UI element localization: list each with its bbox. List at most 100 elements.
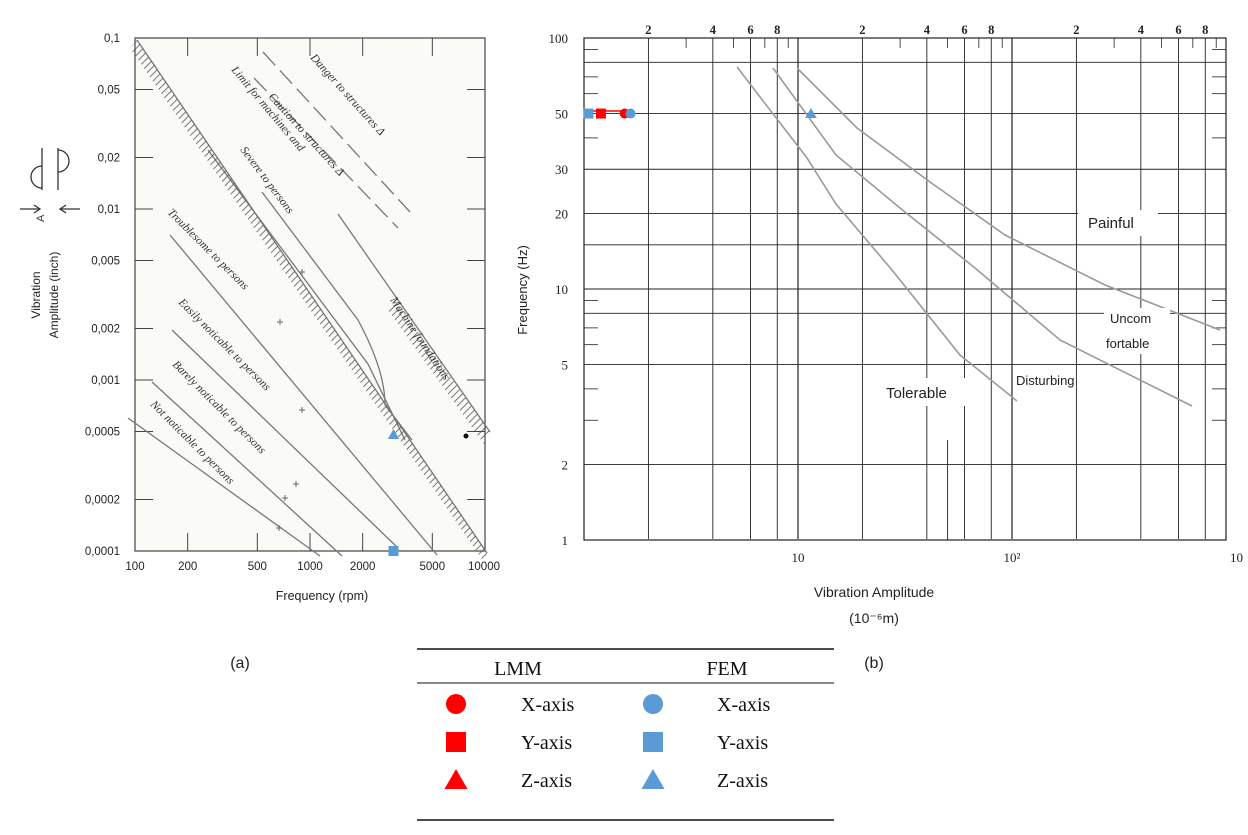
chart-a-x-tick-label: 1000 <box>297 561 323 573</box>
chart-b-top-tick-label: 8 <box>774 23 780 37</box>
severe-boundary-line-2 <box>261 191 413 441</box>
chart-b-top-tick-label: 8 <box>988 23 994 37</box>
chart-b-x-label-2: (10⁻⁶m) <box>849 610 899 626</box>
zone-label-tolerable: Tolerable <box>886 385 947 402</box>
machine-foundation-dot <box>463 433 469 439</box>
legend-header-fem: FEM <box>706 658 747 680</box>
chart-a-x-ticks: 100 200 500 1000 2000 5000 10000 <box>125 38 500 573</box>
chart-b-y-tick-label: 10 <box>555 282 568 297</box>
chart-a-y-ticks: 0,1 0,05 0,02 0,01 0,005 0,002 0,001 0,0005 0,00… <box>85 33 485 558</box>
chart-b-x-label-1: Vibration Amplitude <box>814 584 935 600</box>
chart-b-point-fem-y-axis <box>583 108 594 119</box>
label-mask-uncomfortable <box>1104 308 1170 354</box>
chart-a-point-fem-z-axis <box>387 429 400 440</box>
chart-a-y-tick-label: 0,0001 <box>85 546 120 558</box>
curve-uncomfortable <box>796 67 1221 331</box>
chart-a-data-points <box>387 429 400 556</box>
chart-b-top-tick-label: 2 <box>645 23 651 37</box>
legend-fem-square-marker <box>643 732 663 752</box>
chart-a-y-label-1: Vibration <box>29 271 43 318</box>
chart-b-top-tick-label: 4 <box>924 23 931 37</box>
machine-foundation-hatch <box>388 300 490 444</box>
chart-b-top-tick-label: 6 <box>961 23 967 37</box>
chart-b-y-tick-label: 5 <box>562 358 569 373</box>
legend-fem-label: Z-axis <box>717 770 768 792</box>
zone-label-uncom: Uncom <box>1110 311 1151 326</box>
troublesome-boundary-line <box>169 234 438 556</box>
chart-b-top-tick-label: 4 <box>1138 23 1145 37</box>
chart-a-y-label-2: Amplitude (inch) <box>47 252 61 339</box>
label-mask-tolerable <box>880 378 972 406</box>
chart-b-y-tick-label: 20 <box>555 206 568 221</box>
legend-rows: X-axis X-axis Y-axis Y-axis Z-axis Z-axis <box>444 694 771 792</box>
chart-a-y-tick-label: 0,005 <box>91 255 120 267</box>
chart-b-point-fem-x-axis <box>625 108 636 119</box>
chart-b-x-ticks: 10 10² 10 2 4 6 8 2 4 6 8 2 4 6 8 <box>645 23 1243 565</box>
limit-machines-hatch <box>130 40 487 562</box>
caution-boundary-line <box>253 77 399 229</box>
legend-lmm-square-marker <box>446 732 466 752</box>
chart-b-point-lmm-y-axis <box>595 108 606 119</box>
curve-tolerable <box>736 66 1018 402</box>
chart-b-grid <box>584 38 1226 540</box>
chart-a-y-tick-label: 0,02 <box>98 153 120 165</box>
chart-b-data-points <box>583 108 817 119</box>
legend-lmm-label: X-axis <box>521 694 575 716</box>
panel-label-b: (b) <box>864 655 884 672</box>
zone-label-disturbing: Disturbing <box>1016 373 1075 388</box>
chart-a-y-tick-label: 0,002 <box>91 324 120 336</box>
machine-foundation-line <box>337 213 491 433</box>
legend-lmm-label: Y-axis <box>521 732 572 754</box>
legend-fem-label: X-axis <box>717 694 771 716</box>
chart-a: 0,1 0,05 0,02 0,01 0,005 0,002 0,001 0,0005 0,00… <box>20 33 500 603</box>
legend-fem-circle-marker <box>643 694 663 714</box>
chart-b-y-tick-label: 1 <box>562 533 569 548</box>
chart-a-x-tick-label: 500 <box>248 561 267 573</box>
chart-b-top-tick-label: 4 <box>710 23 717 37</box>
chart-b-top-tick-label: 8 <box>1202 23 1208 37</box>
chart-b-x-tick-label: 10 <box>792 550 805 565</box>
curve-disturbing <box>772 67 1193 407</box>
legend-lmm-label: Z-axis <box>521 770 572 792</box>
chart-b-y-tick-label: 50 <box>555 107 568 122</box>
chart-a-y-tick-label: 0,001 <box>91 375 120 387</box>
barely-boundary-line <box>151 381 343 557</box>
zone-label-painful: Painful <box>1088 215 1134 232</box>
chart-a-plus-markers <box>276 269 305 531</box>
chart-a-y-tick-label: 0,05 <box>98 84 120 96</box>
chart-a-x-label: Frequency (rpm) <box>276 589 368 603</box>
chart-a-x-tick-label: 5000 <box>420 561 446 573</box>
chart-b-x-tick-label: 10² <box>1004 550 1021 565</box>
chart-b-top-tick-label: 2 <box>859 23 865 37</box>
amplitude-wave-icon: A <box>20 148 80 222</box>
legend-header-lmm: LMM <box>494 658 542 680</box>
chart-b-x-tick-label: 10 <box>1230 550 1243 565</box>
legend-table: LMM FEM X-axis X-axis Y-axis Y-axis Z-axis Z-… <box>417 648 834 821</box>
chart-b-top-tick-label: 6 <box>1175 23 1181 37</box>
chart-b-zone-curves <box>736 66 1221 407</box>
chart-b-top-tick-label: 2 <box>1073 23 1079 37</box>
chart-b-y-tick-label: 30 <box>555 162 568 177</box>
legend-fem-triangle-marker <box>641 769 665 789</box>
chart-a-x-tick-label: 2000 <box>350 561 376 573</box>
zone-label-fortable: fortable <box>1106 336 1149 351</box>
chart-b-top-tick-label: 6 <box>747 23 753 37</box>
legend-fem-label: Y-axis <box>717 732 768 754</box>
chart-b-y-ticks: 100 50 30 20 10 5 2 1 <box>549 31 569 548</box>
chart-b-y-tick-label: 100 <box>549 31 569 46</box>
chart-a-x-tick-label: 200 <box>178 561 197 573</box>
chart-b-y-tick-label: 2 <box>562 457 569 472</box>
chart-b-point-fem-z-axis <box>805 108 817 119</box>
notnoticable-boundary-line <box>127 417 321 557</box>
chart-a-point-fem-y-axis <box>388 546 399 556</box>
chart-a-y-tick-label: 0,01 <box>98 204 120 216</box>
svg-text:A: A <box>35 214 47 222</box>
chart-a-x-tick-label: 100 <box>125 561 144 573</box>
chart-a-y-tick-label: 0,1 <box>104 33 120 45</box>
label-mask-painful <box>1078 210 1158 236</box>
legend-lmm-circle-marker <box>446 694 466 714</box>
chart-a-y-tick-label: 0,0005 <box>85 426 120 438</box>
danger-boundary-line <box>262 51 411 213</box>
chart-a-x-tick-label: 10000 <box>468 561 500 573</box>
chart-b-y-label: Frequency (Hz) <box>515 245 530 335</box>
